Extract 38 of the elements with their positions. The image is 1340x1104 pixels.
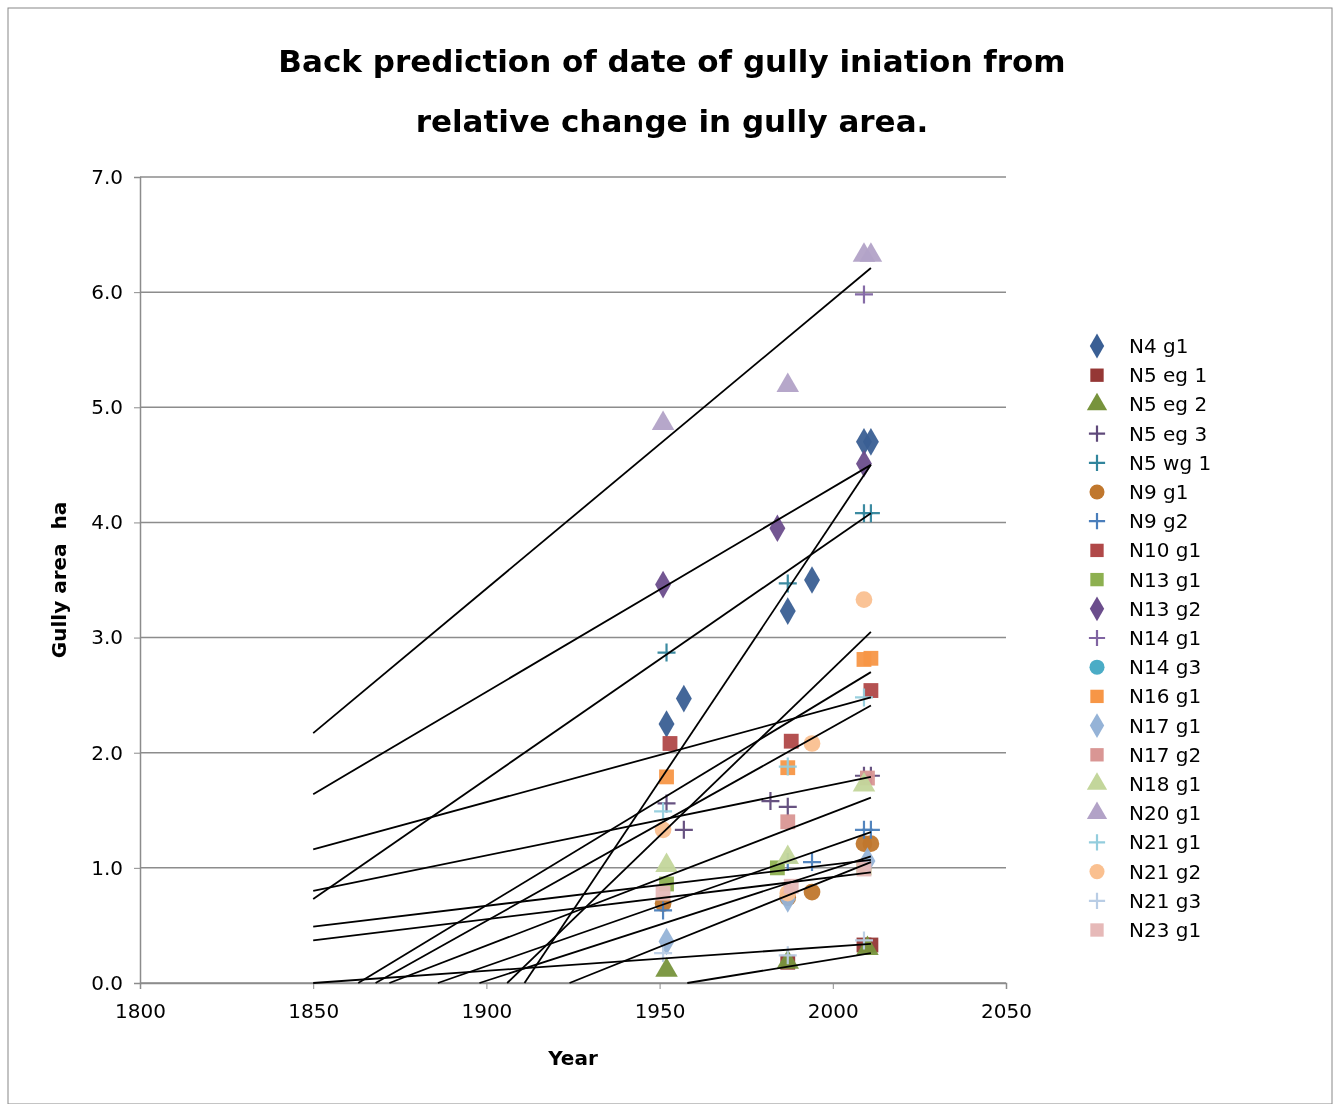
x-tick-label: 1850	[288, 999, 340, 1023]
legend-label: N21 g3	[1129, 888, 1202, 913]
y-tick-label: 6.0	[91, 280, 123, 305]
legend-label: N18 g1	[1129, 772, 1202, 796]
x-tick-label: 2050	[981, 999, 1032, 1023]
x-tick-label: 1900	[461, 999, 513, 1023]
legend-label: N14 g3	[1129, 655, 1202, 680]
legend-label: N20 g1	[1129, 801, 1202, 826]
legend-label: N16 g1	[1129, 684, 1202, 709]
legend-label: N9 g2	[1129, 509, 1189, 534]
legend-label: N10 g1	[1129, 538, 1202, 563]
y-tick-label: 2.0	[91, 740, 123, 765]
legend-label: N4 g1	[1129, 334, 1189, 358]
y-tick-label: 4.0	[91, 510, 123, 535]
legend-label: N9 g1	[1129, 480, 1189, 504]
legend-label: N14 g1	[1129, 626, 1202, 650]
legend-label: N5 eg 1	[1129, 363, 1208, 388]
legend-label: N5 eg 2	[1129, 392, 1208, 417]
y-tick-label: 0.0	[91, 970, 123, 995]
legend-label: N13 g1	[1129, 567, 1202, 592]
y-tick-label: 7.0	[91, 164, 123, 189]
legend-label: N13 g2	[1129, 596, 1202, 621]
y-tick-label: 5.0	[91, 395, 123, 420]
legend-label: N21 g1	[1129, 830, 1202, 855]
legend-label: N5 wg 1	[1129, 450, 1212, 475]
legend-label: N17 g2	[1129, 742, 1202, 767]
x-tick-label: 1950	[634, 999, 686, 1023]
legend-label: N23 g1	[1129, 918, 1202, 942]
legend-label: N21 g2	[1129, 859, 1202, 884]
y-tick-label: 3.0	[91, 625, 123, 650]
legend-label: N17 g1	[1129, 713, 1202, 738]
x-axis-title: Year	[547, 1046, 598, 1070]
chart-title: Back prediction of date of gully iniation from relative change in gully area.	[278, 43, 1066, 139]
x-tick-label: 1800	[115, 999, 166, 1023]
x-tick-label: 2000	[807, 999, 859, 1023]
y-axis-title: Gully area ha	[47, 501, 71, 659]
y-tick-label: 1.0	[91, 855, 123, 880]
legend-label: N5 eg 3	[1129, 421, 1208, 446]
